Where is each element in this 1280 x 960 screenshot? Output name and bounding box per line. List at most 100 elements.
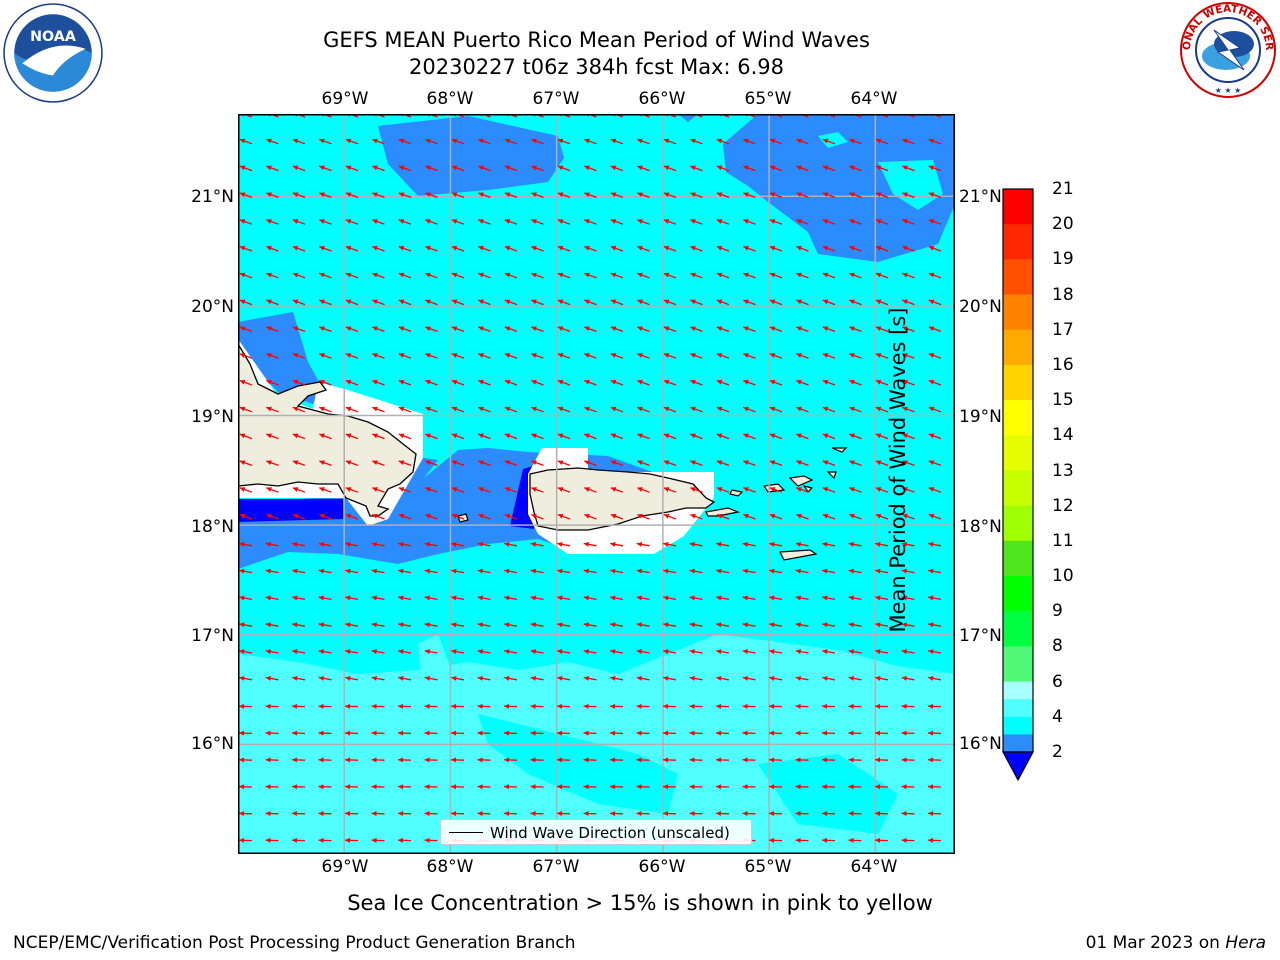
wind-arrow xyxy=(715,730,730,736)
wind-arrow xyxy=(531,406,544,413)
wind-arrow xyxy=(239,568,253,574)
wind-arrow xyxy=(292,433,306,440)
wind-arrow xyxy=(663,299,677,306)
wind-arrow xyxy=(266,192,279,199)
colorbar-tick-label: 11 xyxy=(1052,530,1074,551)
wind-arrow xyxy=(637,138,650,145)
wind-arrow xyxy=(265,649,279,655)
lat-label-right: 21°N xyxy=(959,187,1002,207)
wind-arrow xyxy=(530,757,544,763)
wind-arrow xyxy=(795,675,809,681)
wind-arrow xyxy=(690,487,703,493)
wind-arrow xyxy=(768,784,783,790)
colorbar-swatch xyxy=(1003,224,1033,260)
wind-arrow xyxy=(743,272,756,279)
wind-arrow xyxy=(769,541,783,547)
wind-arrow xyxy=(849,353,862,359)
wind-arrow xyxy=(610,165,624,172)
wind-arrow xyxy=(848,757,862,763)
wind-arrow xyxy=(266,219,279,225)
wind-arrow xyxy=(768,757,783,763)
wind-arrow xyxy=(265,595,279,601)
wind-arrow xyxy=(715,811,730,817)
wind-arrow xyxy=(504,245,518,252)
wind-arrow xyxy=(716,219,730,225)
wind-arrow xyxy=(397,703,412,709)
wind-arrow xyxy=(319,513,332,520)
wind-arrow xyxy=(504,460,518,467)
wind-arrow xyxy=(291,784,306,790)
wind-arrow xyxy=(796,326,809,333)
wind-arrow xyxy=(239,165,253,172)
wind-arrow xyxy=(557,245,571,252)
wind-arrow xyxy=(689,568,703,574)
wind-arrow xyxy=(478,272,491,279)
wind-arrow xyxy=(742,595,756,601)
wind-arrow xyxy=(266,379,279,386)
wind-arrow xyxy=(504,568,518,574)
wind-arrow xyxy=(266,138,279,145)
wind-arrow xyxy=(663,675,677,681)
colorbar-swatch xyxy=(1003,611,1033,647)
wind-arrow xyxy=(716,675,730,681)
wind-arrow xyxy=(319,433,332,440)
wind-arrow xyxy=(239,379,253,386)
wind-arrow xyxy=(238,811,253,817)
wind-arrow xyxy=(690,138,703,145)
wind-arrow xyxy=(265,730,279,736)
wind-arrow xyxy=(530,811,544,817)
wind-arrow xyxy=(239,460,253,467)
wind-arrow xyxy=(584,165,597,172)
wind-arrow xyxy=(266,353,279,359)
wind-arrow xyxy=(848,730,862,736)
wind-arrow xyxy=(928,595,942,601)
wind-arrow xyxy=(796,433,809,440)
wind-arrow xyxy=(822,299,836,306)
wind-arrow xyxy=(451,649,465,655)
lon-label-bottom: 65°W xyxy=(744,857,792,877)
wind-arrow xyxy=(690,433,703,440)
colorbar-swatch xyxy=(1003,505,1033,542)
wind-arrow xyxy=(716,649,730,655)
wind-arrow xyxy=(451,138,465,145)
wind-arrow xyxy=(769,326,783,333)
wind-arrow xyxy=(636,757,650,763)
wind-arrow xyxy=(849,326,862,333)
wind-arrow xyxy=(372,165,385,172)
wind-arrow xyxy=(239,513,253,520)
wind-arrow xyxy=(318,649,332,655)
wind-arrow xyxy=(583,675,597,681)
wind-arrow xyxy=(345,568,359,574)
wind-arrow xyxy=(583,649,597,655)
wind-arrow xyxy=(902,138,915,145)
wind-arrow xyxy=(769,487,783,493)
wind-arrow xyxy=(716,541,730,547)
wind-arrow xyxy=(796,299,809,306)
wind-arrow xyxy=(928,353,942,359)
wind-arrow xyxy=(689,541,703,547)
wind-arrow xyxy=(743,138,756,145)
wind-arrow xyxy=(451,433,465,440)
wind-arrow xyxy=(345,649,359,655)
wind-arrow xyxy=(398,272,412,279)
colorbar-tick-label: 12 xyxy=(1052,495,1074,516)
wind-arrow xyxy=(715,703,730,709)
wind-arrow xyxy=(821,730,836,736)
wind-arrow xyxy=(451,165,465,172)
wind-arrow xyxy=(478,299,491,306)
wind-arrow xyxy=(557,541,571,547)
wind-arrow xyxy=(424,568,438,574)
wind-arrow xyxy=(902,326,915,333)
wind-arrow xyxy=(531,487,544,493)
wind-arrow xyxy=(504,595,518,601)
lat-label-right: 18°N xyxy=(959,517,1002,537)
wind-arrow xyxy=(397,757,412,763)
wind-arrow xyxy=(451,541,465,547)
wind-arrow xyxy=(849,513,862,520)
wind-arrow xyxy=(345,379,359,386)
wind-arrow xyxy=(291,757,306,763)
wind-arrow xyxy=(584,513,597,520)
wind-arrow xyxy=(292,595,306,601)
wind-arrow xyxy=(503,811,518,817)
wind-arrow xyxy=(238,784,253,790)
